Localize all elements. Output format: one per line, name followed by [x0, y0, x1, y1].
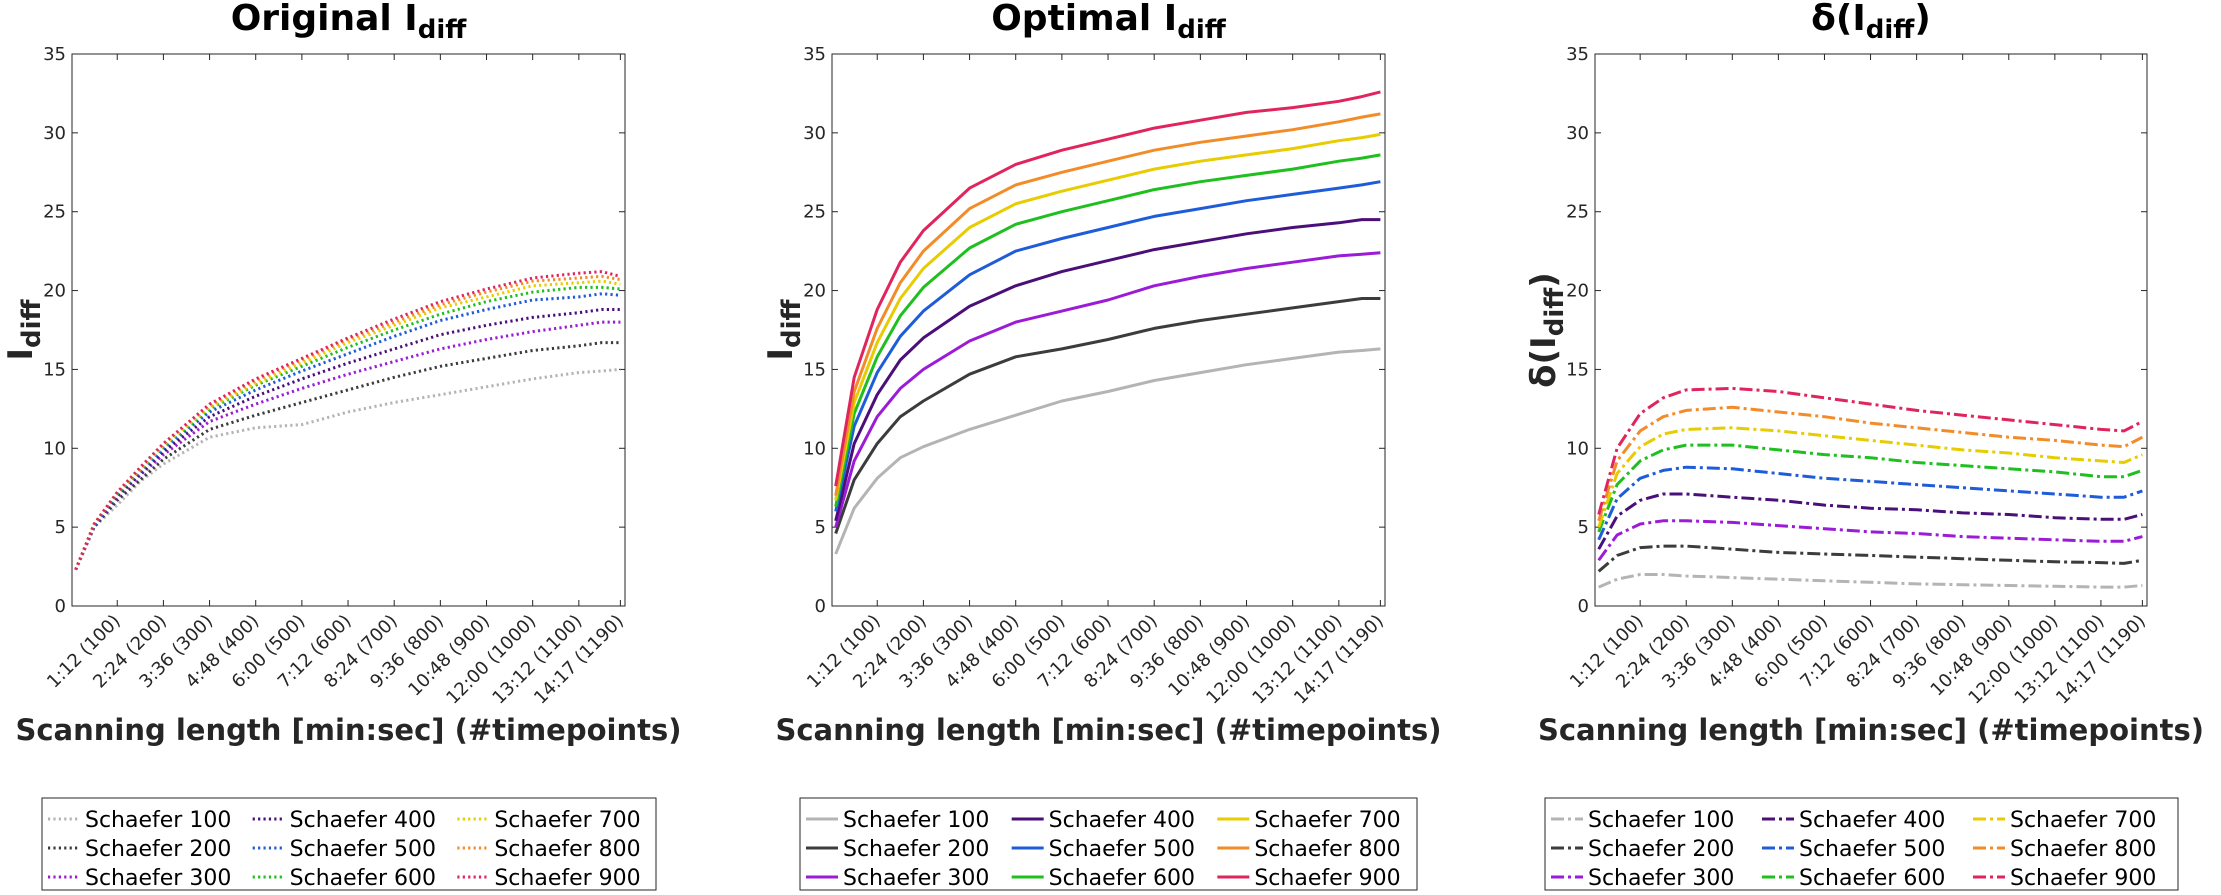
plot-area	[71, 53, 626, 607]
legend-label: Schaefer 500	[1049, 837, 1195, 862]
y-tick-label: 25	[803, 202, 826, 223]
y-tick-label: 15	[43, 359, 66, 380]
y-tick-label: 5	[55, 517, 66, 538]
y-tick-label: 30	[803, 123, 826, 144]
legend-label: Schaefer 500	[1799, 837, 1945, 862]
legend-label: Schaefer 700	[2010, 808, 2156, 833]
series-line-schaefer-300	[834, 251, 1381, 528]
legend-label: Schaefer 900	[494, 866, 640, 891]
y-tick-label: 20	[43, 281, 66, 302]
y-axis-label: Idiff	[761, 298, 807, 360]
y-tick-label: 10	[43, 438, 66, 459]
series-line-schaefer-600	[834, 153, 1381, 507]
legend-label: Schaefer 700	[494, 808, 640, 833]
chart-title: Original Idiff	[231, 0, 468, 45]
y-tick-label: 0	[815, 596, 826, 617]
legend-label: Schaefer 200	[843, 837, 989, 862]
legend-label: Schaefer 300	[85, 866, 231, 891]
plot-area	[1594, 53, 2148, 607]
series-line-schaefer-500	[1597, 465, 2143, 541]
legend-label: Schaefer 400	[1049, 808, 1195, 833]
legend-box	[1544, 797, 2179, 891]
legend-label: Schaefer 200	[85, 837, 231, 862]
legend: Schaefer 100 Schaefer 200 Schaefer 300 Scha…	[41, 797, 657, 891]
series-line-schaefer-600	[1597, 443, 2143, 533]
plot-area	[831, 53, 1386, 607]
legend-label: Schaefer 300	[843, 866, 989, 891]
y-tick-label: 30	[43, 123, 66, 144]
legend-box	[799, 797, 1418, 891]
legend-label: Schaefer 400	[1799, 808, 1945, 833]
y-tick-label: 35	[803, 44, 826, 65]
y-tick-label: 25	[1566, 202, 1589, 223]
legend-label: Schaefer 900	[1254, 866, 1400, 891]
y-tick-label: 30	[1566, 123, 1589, 144]
chart-title: δ(Idiff)	[1811, 0, 1931, 45]
legend-label: Schaefer 600	[1049, 866, 1195, 891]
series-line-schaefer-100	[834, 347, 1381, 555]
legend-label: Schaefer 100	[1588, 808, 1734, 833]
legend: Schaefer 100 Schaefer 200 Schaefer 300 Scha…	[1544, 797, 2179, 891]
legend-label: Schaefer 500	[290, 837, 436, 862]
legend-label: Schaefer 400	[290, 808, 436, 833]
series-line-schaefer-700	[74, 279, 621, 571]
legend-label: Schaefer 100	[85, 808, 231, 833]
legend-label: Schaefer 800	[494, 837, 640, 862]
legend-label: Schaefer 700	[1254, 808, 1400, 833]
series-line-schaefer-200	[834, 297, 1381, 534]
chart-title: Optimal Idiff	[991, 0, 1227, 45]
series-line-schaefer-100	[74, 367, 621, 571]
series-line-schaefer-500	[834, 180, 1381, 512]
legend-label: Schaefer 600	[290, 866, 436, 891]
series-line-schaefer-800	[1597, 405, 2144, 522]
series-line-schaefer-900	[834, 90, 1381, 487]
y-tick-label: 5	[815, 517, 826, 538]
y-tick-label: 15	[1566, 359, 1589, 380]
series-line-schaefer-800	[834, 112, 1381, 496]
legend-label: Schaefer 200	[1588, 837, 1734, 862]
y-tick-label: 35	[43, 44, 66, 65]
y-tick-label: 20	[803, 281, 826, 302]
y-tick-label: 20	[1566, 281, 1589, 302]
series-line-schaefer-700	[834, 132, 1381, 501]
y-tick-label: 10	[803, 438, 826, 459]
y-tick-label: 25	[43, 202, 66, 223]
y-axis-label: δ(Idiff)	[1524, 272, 1570, 388]
x-axis-label: Scanning length [min:sec] (#timepoints)	[1538, 713, 2204, 747]
series-line-schaefer-200	[1597, 544, 2143, 573]
series-line-schaefer-400	[1597, 492, 2143, 550]
y-tick-label: 0	[1578, 596, 1589, 617]
series-line-schaefer-300	[74, 320, 621, 571]
series-line-schaefer-400	[834, 218, 1381, 522]
y-tick-label: 10	[1566, 438, 1589, 459]
y-tick-label: 15	[803, 359, 826, 380]
series-line-schaefer-400	[74, 308, 621, 571]
y-tick-label: 5	[1578, 517, 1589, 538]
series-line-schaefer-700	[1597, 426, 2143, 528]
series-line-schaefer-200	[74, 341, 621, 571]
legend-box	[41, 797, 657, 891]
y-axis-label: Idiff	[1, 298, 47, 360]
legend: Schaefer 100 Schaefer 200 Schaefer 300 Scha…	[799, 797, 1418, 891]
legend-label: Schaefer 800	[1254, 837, 1400, 862]
y-tick-label: 35	[1566, 44, 1589, 65]
x-axis-label: Scanning length [min:sec] (#timepoints)	[15, 713, 681, 747]
legend-label: Schaefer 900	[2010, 866, 2156, 891]
x-axis-label: Scanning length [min:sec] (#timepoints)	[775, 713, 1441, 747]
legend-label: Schaefer 600	[1799, 866, 1945, 891]
legend-label: Schaefer 300	[1588, 866, 1734, 891]
series-line-schaefer-900	[1597, 386, 2144, 515]
series-line-schaefer-100	[1598, 573, 2143, 589]
series-line-schaefer-300	[1597, 519, 2143, 562]
legend-label: Schaefer 100	[843, 808, 989, 833]
legend-label: Schaefer 800	[2010, 837, 2156, 862]
y-tick-label: 0	[55, 596, 66, 617]
